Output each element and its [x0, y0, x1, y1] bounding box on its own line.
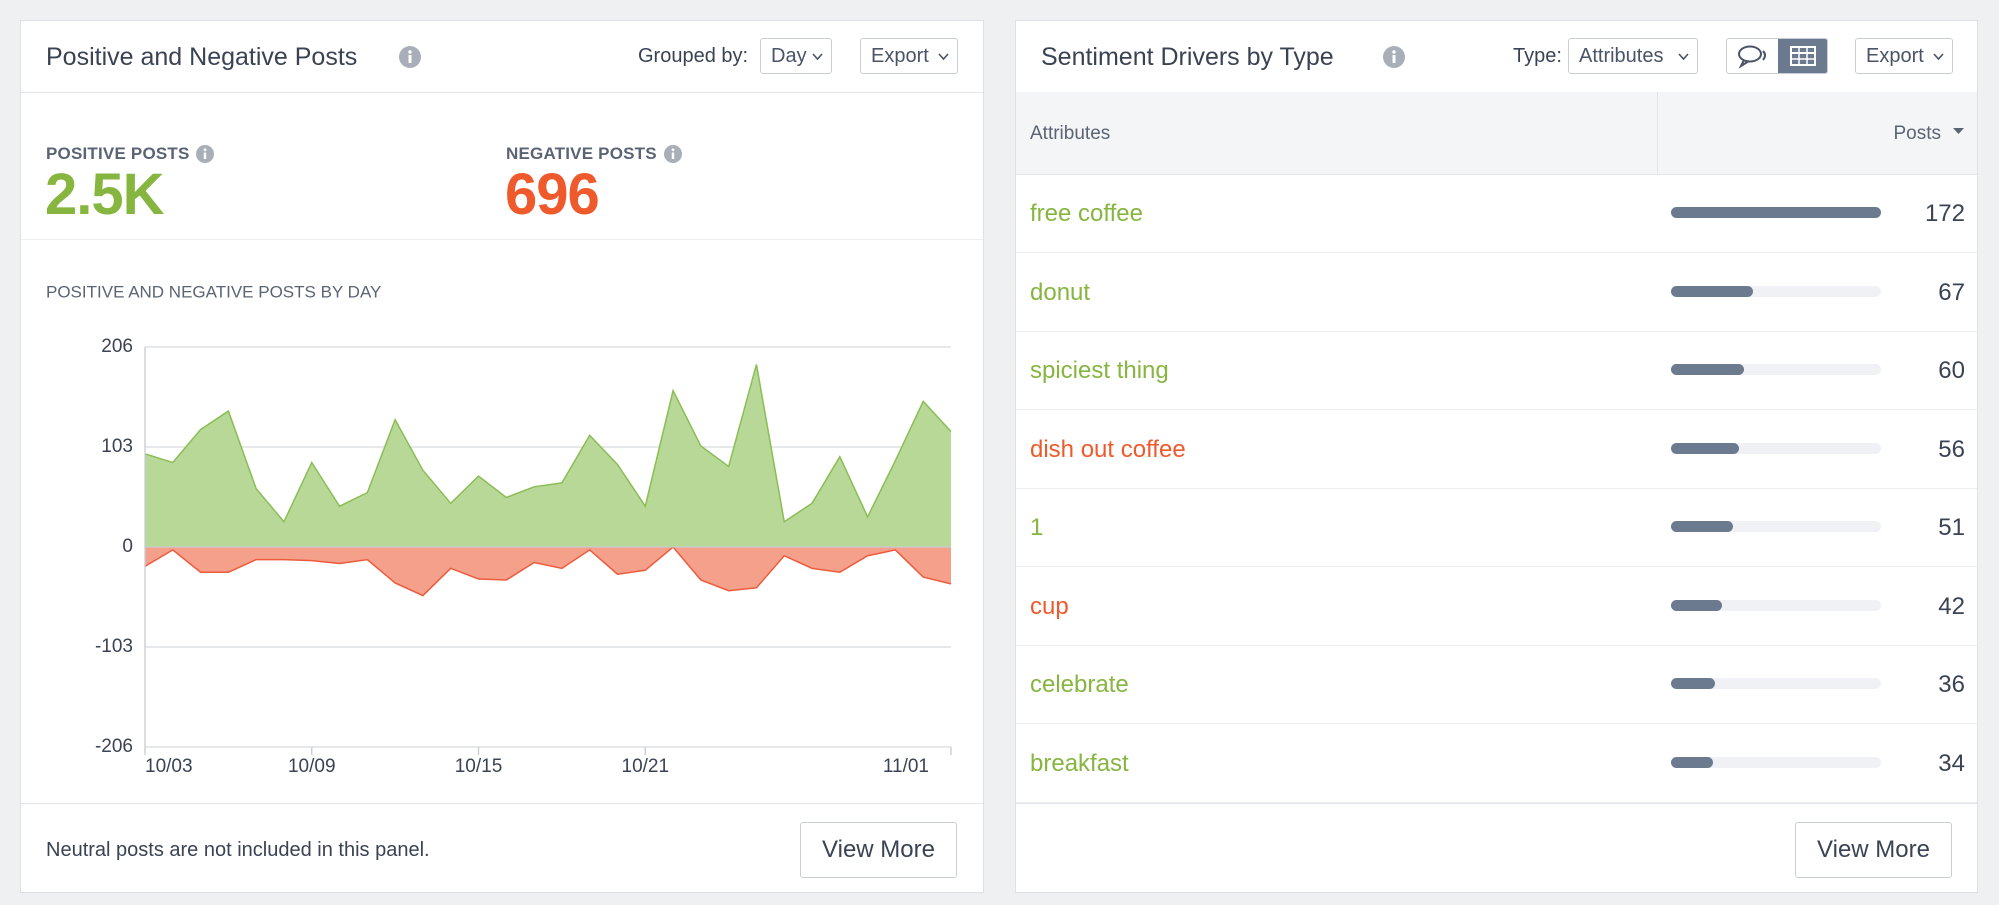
table-header: Attributes Posts: [1016, 92, 1977, 175]
stats: POSITIVE POSTS 2.5K NEGATIVE POSTS 696: [21, 92, 983, 240]
x-tick-label: 10/09: [288, 756, 336, 777]
bar: [1671, 521, 1734, 532]
column-header[interactable]: Posts: [1893, 123, 1941, 144]
row-value: 42: [1938, 592, 1965, 620]
y-tick-label: -103: [95, 636, 133, 657]
row-value: 56: [1938, 435, 1965, 463]
row-label[interactable]: 1: [1030, 514, 1044, 541]
y-tick-label: 206: [101, 336, 133, 357]
row-label[interactable]: breakfast: [1030, 749, 1129, 777]
export-label: Export: [1866, 45, 1924, 67]
table-row: celebrate 36: [1016, 645, 1977, 724]
bar-track: [1671, 756, 1881, 768]
type-label: Type:: [1513, 45, 1562, 67]
positive-label: POSITIVE POSTS: [46, 144, 190, 163]
bar-track: [1671, 285, 1881, 297]
bar-track: [1671, 599, 1881, 611]
row-value: 60: [1938, 357, 1965, 384]
row-value: 172: [1924, 200, 1965, 227]
bar: [1671, 756, 1713, 768]
chevron: [1678, 53, 1689, 61]
table-row: breakfast 34: [1016, 724, 1977, 803]
row-label[interactable]: cup: [1030, 592, 1069, 620]
row-label[interactable]: dish out coffee: [1030, 435, 1186, 463]
chevron: [938, 53, 949, 61]
row-label[interactable]: free coffee: [1030, 200, 1143, 227]
sort-arrow: [1953, 128, 1964, 134]
export-dropdown[interactable]: Export: [860, 38, 958, 74]
table-row: donut 67: [1016, 253, 1977, 332]
row-label[interactable]: celebrate: [1030, 671, 1129, 698]
row-label[interactable]: spiciest thing: [1030, 357, 1169, 384]
dropdown-value: Attributes: [1579, 45, 1664, 67]
table-row: free coffee 172: [1016, 174, 1977, 253]
bar-track: [1671, 678, 1881, 689]
chart-title: POSITIVE AND NEGATIVE POSTS BY DAY: [46, 282, 381, 301]
area: [145, 547, 951, 596]
chevron: [1933, 53, 1944, 61]
line: [144, 545, 952, 597]
bubble-view-button[interactable]: [1727, 39, 1778, 73]
bar-track: [1671, 521, 1881, 532]
table-row: spiciest thing 60: [1016, 331, 1977, 410]
panel-title: Positive and Negative Posts: [46, 43, 358, 71]
export-label: Export: [871, 45, 929, 67]
panel-header: Positive and Negative Posts Grouped by: …: [21, 21, 983, 93]
table-row: dish out coffee 56: [1016, 410, 1977, 489]
line: [144, 364, 952, 524]
panel-title: Sentiment Drivers by Type: [1041, 43, 1334, 71]
row-label[interactable]: donut: [1030, 278, 1091, 306]
info-icon[interactable]: [195, 144, 215, 164]
positive-value: 2.5K: [45, 162, 165, 227]
row-value: 67: [1938, 278, 1965, 306]
bar: [1671, 207, 1881, 218]
chart: POSITIVE AND NEGATIVE POSTS BY DAY 206 10…: [46, 282, 952, 777]
export-dropdown[interactable]: Export: [1855, 38, 1953, 74]
left-panel: Positive and Negative Posts Grouped by: …: [20, 20, 984, 893]
y-tick-label: -206: [95, 736, 133, 757]
bar: [1671, 364, 1745, 375]
grouped-by-label: Grouped by:: [638, 45, 749, 67]
panel-footer: View More: [1016, 803, 1977, 894]
negative-label: NEGATIVE POSTS: [506, 144, 657, 163]
table-row: cup 42: [1016, 567, 1977, 646]
bar: [1671, 678, 1715, 689]
view-toggle: [1726, 38, 1828, 74]
panel-header: Sentiment Drivers by Type Type: Attribut…: [1016, 21, 1977, 93]
table-row: 1 51: [1016, 488, 1977, 567]
x-tick-label: 10/21: [622, 756, 670, 777]
bar-track: [1671, 442, 1881, 454]
grouped-by-dropdown[interactable]: Day: [760, 38, 832, 74]
info-icon[interactable]: [398, 45, 422, 69]
table-view-button[interactable]: [1778, 39, 1828, 73]
footer-note: Neutral posts are not included in this p…: [46, 839, 430, 861]
view-more-button[interactable]: View More: [800, 822, 957, 878]
x-tick-label: 10/15: [455, 756, 503, 777]
bar: [1671, 285, 1753, 297]
column-divider: [1657, 92, 1658, 174]
info-icon[interactable]: [663, 144, 683, 164]
x-tick-label: 10/03: [145, 756, 193, 777]
panel-footer: Neutral posts are not included in this p…: [21, 803, 983, 894]
column-header: Attributes: [1030, 123, 1111, 144]
info-icon[interactable]: [1382, 45, 1406, 69]
bar: [1671, 442, 1740, 454]
view-more-button[interactable]: View More: [1795, 822, 1952, 878]
row-value: 51: [1938, 514, 1965, 541]
y-tick-label: 103: [101, 436, 133, 457]
bar-track: [1671, 364, 1881, 375]
area: [145, 364, 951, 547]
chevron: [812, 53, 823, 61]
right-panel: Sentiment Drivers by Type Type: Attribut…: [1015, 20, 1978, 893]
bar: [1671, 599, 1723, 611]
type-dropdown[interactable]: Attributes: [1568, 38, 1698, 74]
x-tick-label: 11/01: [883, 756, 929, 777]
y-tick-label: 0: [122, 536, 133, 557]
row-value: 34: [1938, 749, 1965, 777]
row-value: 36: [1938, 671, 1965, 698]
dropdown-value: Day: [771, 45, 807, 67]
negative-value: 696: [505, 162, 600, 227]
